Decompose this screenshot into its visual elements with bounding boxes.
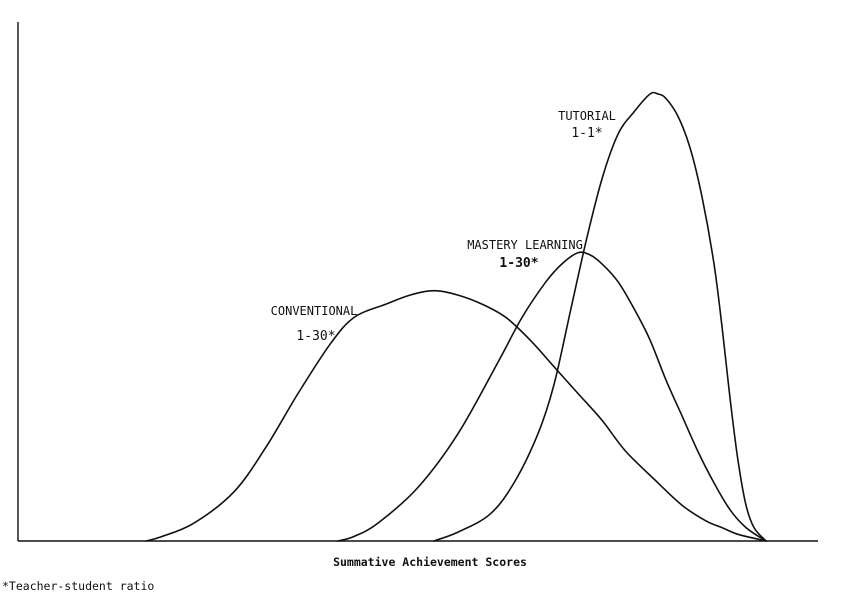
series-line-mastery-learning [337,251,767,542]
series-label-tutorial: TUTORIAL [558,109,616,123]
series-ratio-conventional: 1-30* [296,329,335,344]
footnote: *Teacher-student ratio [2,579,154,593]
curves-group [145,91,767,542]
series-line-conventional [145,289,767,542]
series-ratio-mastery: 1-30* [499,256,538,271]
series-label-mastery: MASTERY LEARNING [467,238,583,252]
series-ratio-tutorial: 1-1* [571,126,602,141]
x-axis-label: Summative Achievement Scores [333,555,527,569]
series-label-conventional: CONVENTIONAL [271,304,358,318]
series-line-tutorial [433,91,767,542]
